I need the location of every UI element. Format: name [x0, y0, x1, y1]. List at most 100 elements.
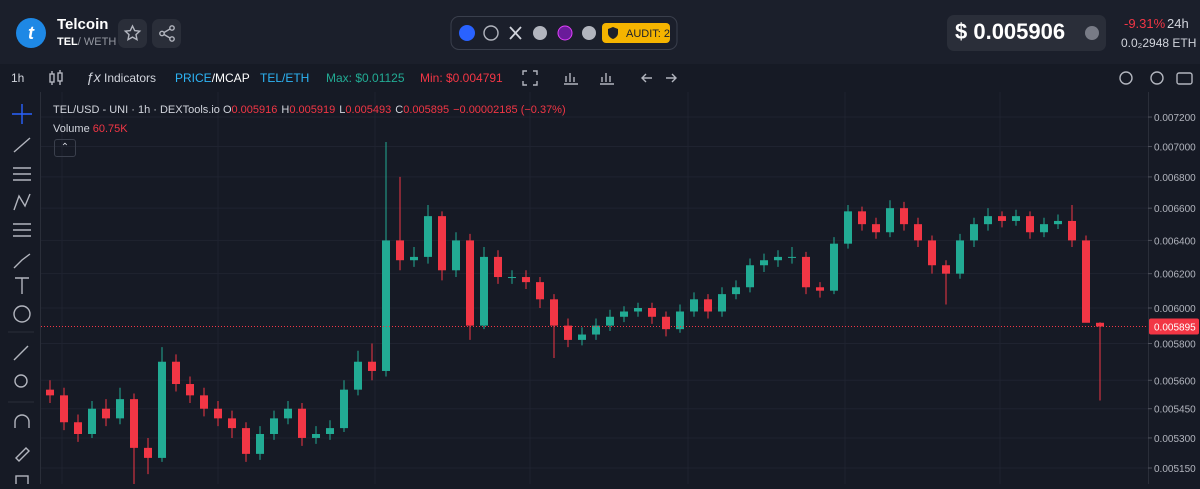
pattern-tool[interactable]: [13, 193, 31, 211]
ruler-tool[interactable]: [13, 345, 29, 361]
volume-icon[interactable]: [600, 73, 614, 85]
chart-title: TEL/USD - UNI · 1h · DEXTools.io: [53, 104, 220, 116]
volume-label: Volume: [53, 123, 90, 135]
search-icon[interactable]: [1119, 71, 1133, 85]
web-icon[interactable]: [483, 25, 499, 41]
candle-type-icon[interactable]: [46, 68, 66, 88]
candle-body: [410, 256, 418, 261]
toolbar-icons: [522, 70, 677, 86]
candle-body: [914, 224, 922, 241]
header-graphics: t AUDIT: 2: [16, 15, 1106, 51]
ohlc-part: L: [339, 104, 346, 116]
camera-icon[interactable]: [1176, 72, 1193, 85]
magnet-tool[interactable]: [14, 414, 30, 428]
candle-body: [256, 433, 264, 454]
candle-body: [130, 399, 138, 448]
candle-body: [172, 361, 180, 385]
candle-body: [186, 384, 194, 396]
candle-body: [424, 216, 432, 257]
zoom-tool[interactable]: [14, 374, 28, 388]
candle-body: [46, 389, 54, 396]
candle-body: [116, 399, 124, 419]
candle-body: [242, 428, 250, 454]
trend-line-tool[interactable]: [13, 137, 31, 153]
pencil-tool[interactable]: [15, 447, 30, 462]
candle-body: [494, 256, 502, 278]
extra-icon[interactable]: [557, 25, 573, 41]
settings-icons: [1119, 71, 1193, 85]
favorite-button[interactable]: [118, 19, 147, 48]
fullscreen-icon[interactable]: [522, 70, 538, 86]
last-price-tag: [1149, 318, 1199, 335]
star-icon: [123, 24, 142, 41]
candle-body: [690, 299, 698, 312]
ohlc: O0.005916 H0.005919 L0.005493 C0.005895 −0.0…: [223, 104, 566, 116]
candle-body: [550, 299, 558, 326]
collapse-button[interactable]: ⌃: [54, 139, 76, 157]
candle-body: [718, 294, 726, 312]
share-button[interactable]: [152, 19, 181, 48]
tool-icons: [8, 104, 34, 487]
info-icon[interactable]: [1085, 26, 1099, 40]
parallel-tool[interactable]: [13, 167, 31, 181]
price-change: -9.31%: [1124, 16, 1166, 31]
candle-body: [956, 240, 964, 274]
logo-letter: t: [28, 23, 35, 43]
chart-legend: TEL/USD - UNI · 1h · DEXTools.io O0.0059…: [53, 104, 566, 116]
settings-icon[interactable]: [1150, 71, 1164, 85]
y-tick-label: 0.006800: [1154, 173, 1196, 184]
shield-icon: [608, 27, 618, 39]
brush-tool[interactable]: [13, 253, 31, 269]
price-box: [947, 15, 1106, 51]
y-tick-label: 0.006400: [1154, 236, 1196, 247]
eth-value: 0.0₂2948: [1121, 36, 1170, 50]
redo-icon[interactable]: [666, 73, 677, 83]
candle-body: [606, 316, 614, 326]
drawing-tools: [0, 92, 41, 487]
link-icon[interactable]: [459, 25, 475, 41]
candle-body: [144, 447, 152, 458]
candle-body: [760, 260, 768, 266]
candle-body: [298, 408, 306, 438]
candle-body: [732, 287, 740, 295]
x-icon[interactable]: [509, 26, 522, 40]
candle-body: [74, 422, 82, 434]
candle-body: [1096, 322, 1104, 327]
interval[interactable]: 1h: [11, 71, 25, 85]
candle-body: [634, 308, 642, 312]
text-tool[interactable]: [15, 277, 29, 294]
eth-price: 0.0₂2948 ETH: [1121, 36, 1196, 50]
bars-icon[interactable]: [564, 73, 578, 85]
candle-body: [1040, 224, 1048, 233]
indicators[interactable]: Indicators: [104, 71, 157, 85]
candle-body: [704, 299, 712, 312]
pair-base: TEL: [57, 36, 78, 48]
candle-body: [1068, 220, 1076, 241]
candle-body: [620, 311, 628, 317]
candle-body: [102, 408, 110, 419]
audit-badge[interactable]: [602, 23, 670, 43]
emoji-tool[interactable]: [13, 305, 31, 323]
eth-unit: ETH: [1172, 36, 1197, 50]
price-mcap-toggle[interactable]: PRICE/MCAP: [175, 71, 250, 85]
candle-body: [648, 308, 656, 317]
ohlc-part: H: [281, 104, 290, 116]
candle-body: [564, 325, 572, 340]
candle-body: [284, 408, 292, 419]
candle-body: [228, 418, 236, 429]
crosshair-tool[interactable]: [12, 104, 32, 124]
ohlc-part: C: [395, 104, 404, 116]
token-pair: TEL/ WETH: [57, 36, 116, 48]
fib-tool[interactable]: [13, 223, 31, 237]
candle-body: [88, 408, 96, 434]
telegram-icon[interactable]: [533, 26, 547, 40]
candle-body: [158, 361, 166, 458]
pair-toggle[interactable]: TEL/ETH: [260, 71, 310, 85]
undo-icon[interactable]: [641, 73, 652, 83]
volume-value: 60.75K: [92, 123, 128, 135]
y-tick-label: 0.005600: [1154, 376, 1196, 387]
candle-body: [312, 433, 320, 438]
y-tick-label: 0.005300: [1154, 434, 1196, 445]
more-icon[interactable]: [582, 26, 596, 40]
